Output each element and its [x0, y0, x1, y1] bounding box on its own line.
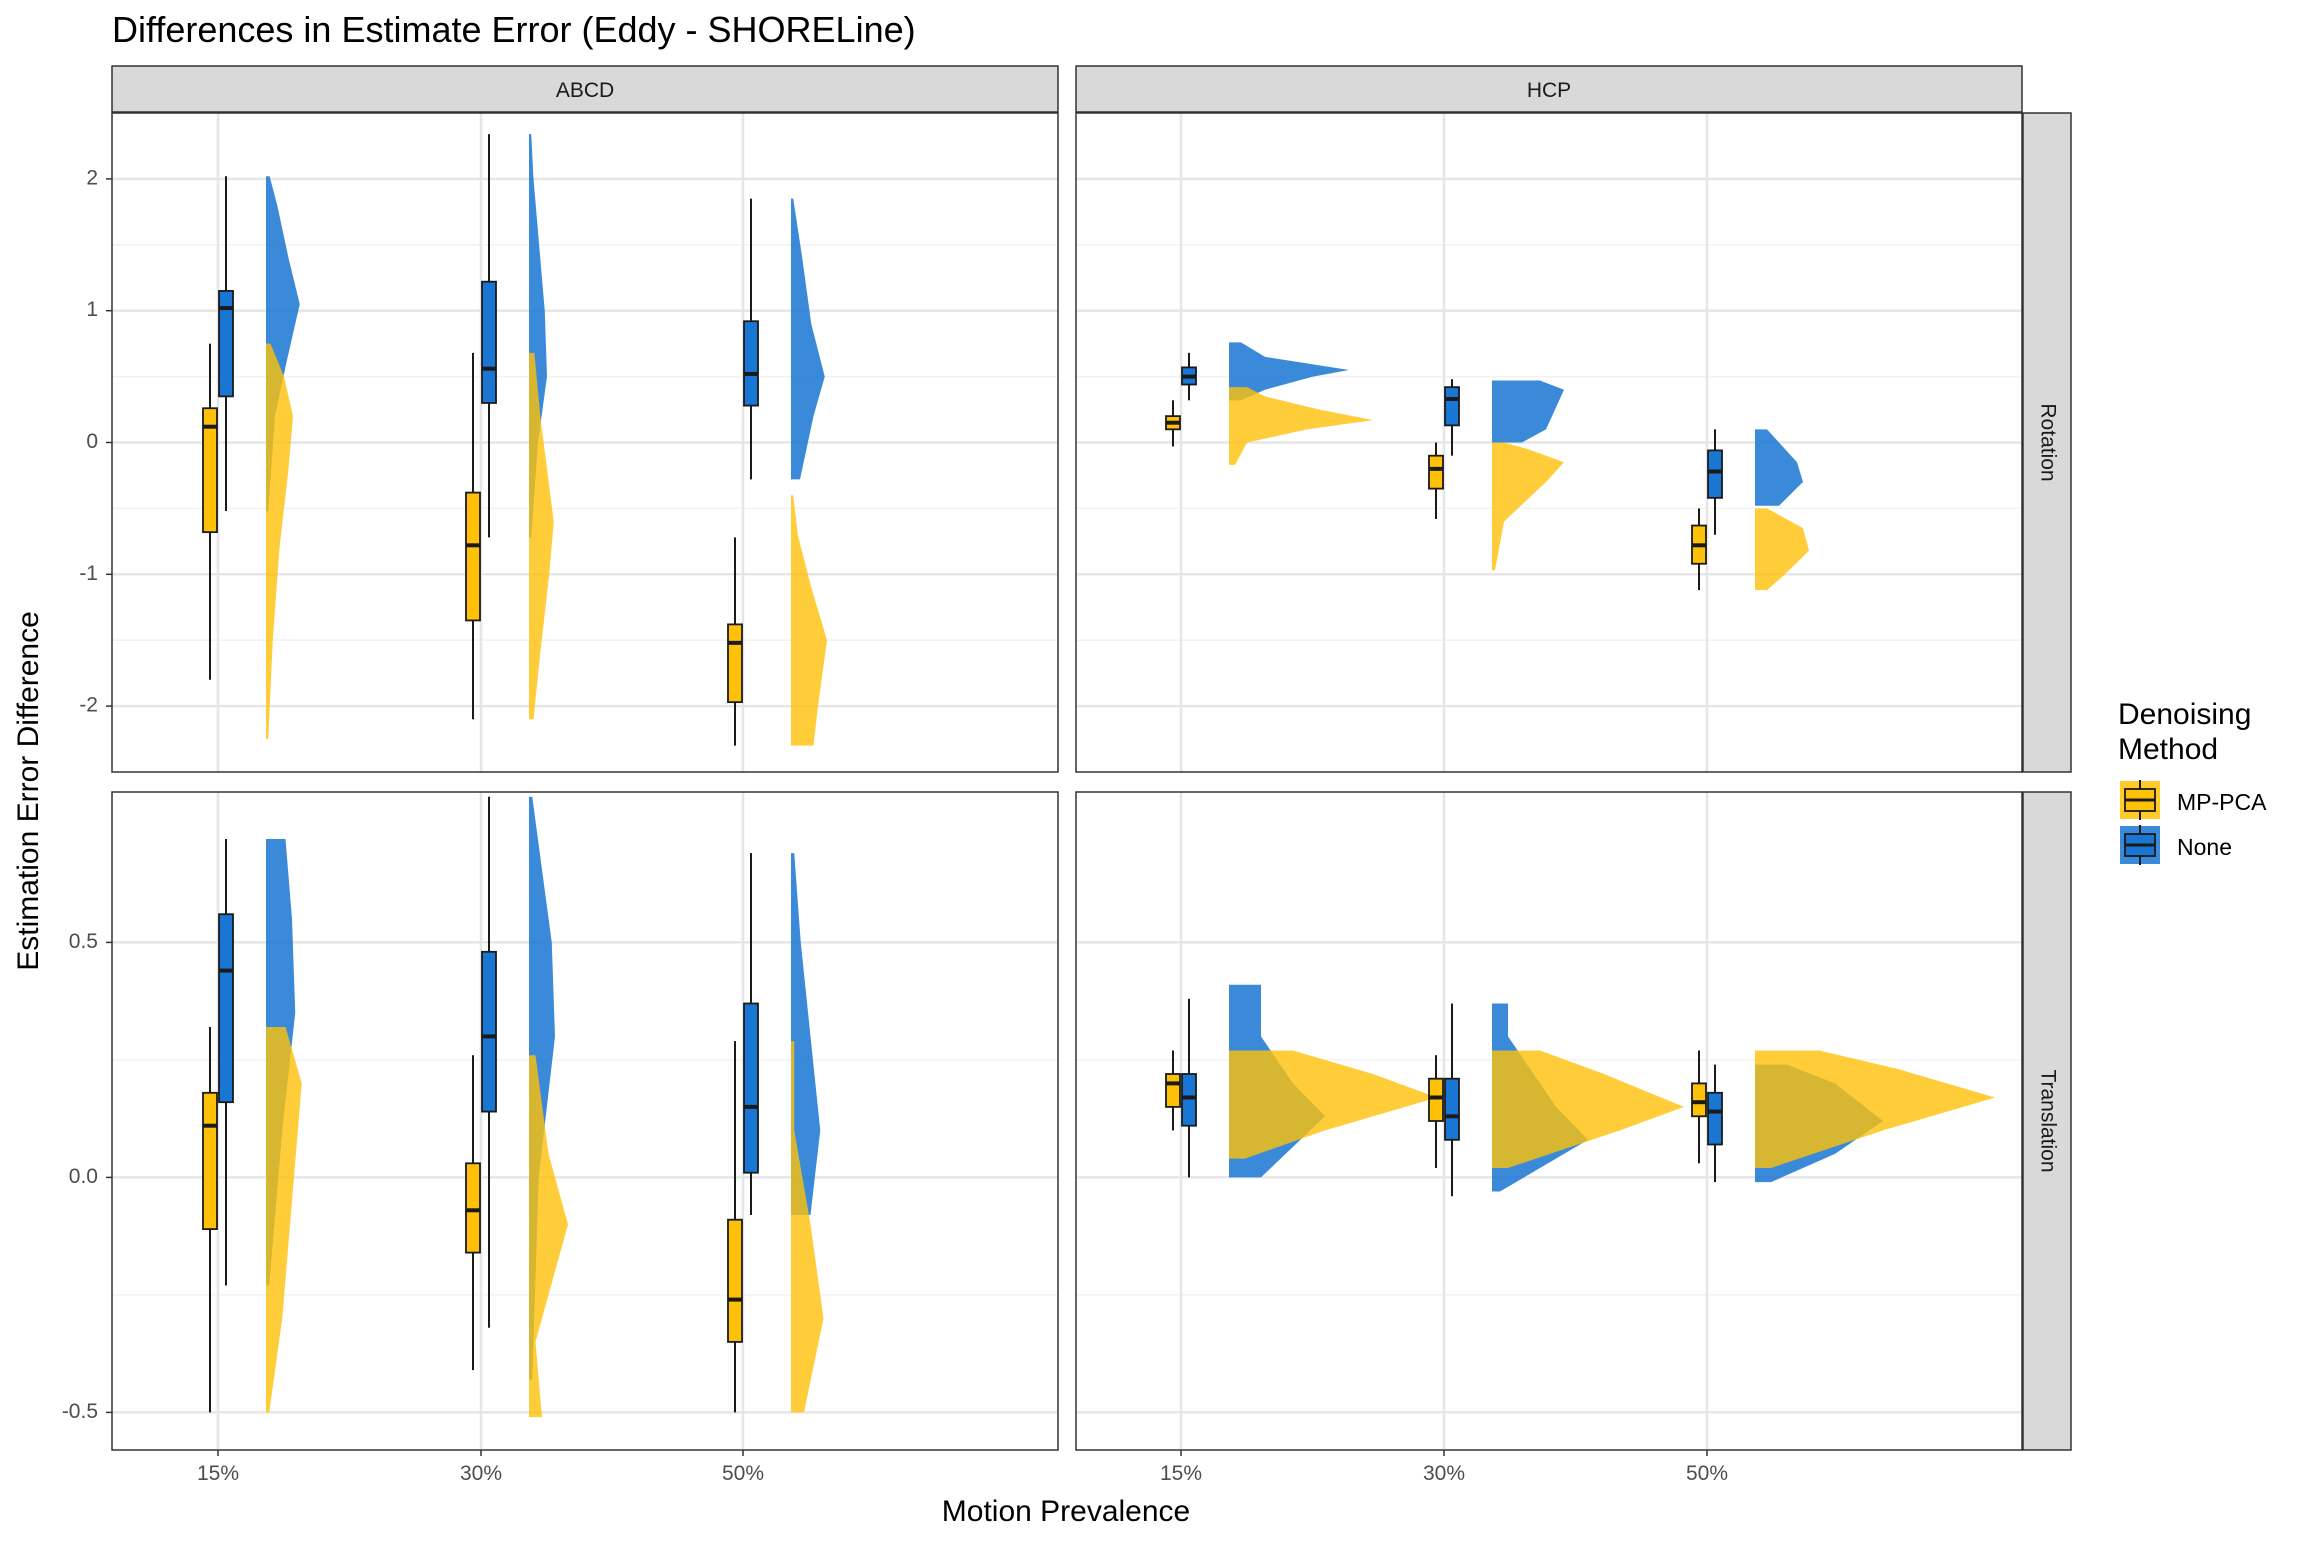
- facet-strip-abcd: [111, 65, 1059, 113]
- group-15: [1165, 984, 1437, 1178]
- group-15: [202, 176, 300, 740]
- panel-border: [111, 791, 1059, 1451]
- facet-strip-translation: [2022, 791, 2072, 1451]
- box-none: [743, 320, 759, 407]
- panels-layer: ABCD HCP Rotation Translation 2 1 0 -1 -2 0.5 0.0 -…: [62, 65, 2072, 1485]
- y-tick-label: 0.0: [69, 1165, 98, 1188]
- legend-title-line1: Denoising: [2118, 698, 2251, 731]
- box-none: [218, 290, 234, 398]
- violin-mppca: [1755, 508, 1809, 591]
- box-mppca: [465, 1162, 481, 1254]
- violin-none: [266, 176, 300, 512]
- y-tick-label: 0: [86, 430, 98, 453]
- group-50: [727, 853, 824, 1413]
- x-tick-label: 50%: [722, 1462, 764, 1485]
- violin-mppca: [266, 1027, 302, 1413]
- box-mppca: [727, 623, 743, 704]
- violin-none: [1229, 342, 1349, 401]
- violin-mppca: [266, 343, 293, 740]
- violin-mppca: [1229, 387, 1373, 465]
- violin-mppca: [1755, 1050, 1995, 1168]
- legend-label-none: None: [2177, 834, 2232, 860]
- violin-mppca: [529, 352, 554, 720]
- violin-mppca: [1229, 1050, 1437, 1159]
- panel-border: [111, 112, 1059, 773]
- panel-border: [1075, 112, 2023, 773]
- panel-hcp-translation: 15% 30% 50%: [1075, 791, 2023, 1485]
- box-none: [481, 950, 497, 1113]
- violin-none: [791, 198, 825, 480]
- violin-mppca: [1492, 1050, 1684, 1168]
- y-tick-label: -2: [79, 694, 98, 717]
- box-mppca: [1428, 1077, 1444, 1122]
- y-tick-label: -1: [79, 562, 98, 585]
- panel-hcp-rotation: [1075, 112, 2023, 773]
- violin-none: [791, 853, 821, 1215]
- legend-key-none: [2120, 825, 2160, 865]
- x-tick-label: 50%: [1686, 1462, 1728, 1485]
- box-mppca: [1165, 1073, 1181, 1108]
- legend-key-mp-pca: [2120, 780, 2160, 820]
- box-none: [743, 1002, 759, 1174]
- violin-none: [1755, 429, 1803, 506]
- violin-mppca: [529, 1055, 568, 1418]
- x-tick-label: 15%: [1160, 1462, 1202, 1485]
- panel-border: [1075, 791, 2023, 1451]
- group-50: [727, 198, 827, 746]
- box-mppca: [465, 491, 481, 622]
- y-tick-label: -0.5: [62, 1400, 98, 1423]
- violin-mppca: [791, 495, 827, 746]
- facet-strip-label-abcd: ABCD: [556, 79, 614, 102]
- x-tick-label: 30%: [1423, 1462, 1465, 1485]
- group-30: [465, 134, 554, 720]
- box-none: [1707, 1091, 1723, 1146]
- legend-keys: [2120, 780, 2160, 865]
- box-mppca: [1428, 454, 1444, 490]
- facet-strip-label-rotation: Rotation: [2036, 403, 2059, 481]
- panel-abcd-translation: 0.5 0.0 -0.5 15% 30% 50%: [62, 791, 1059, 1485]
- panel-background: [112, 792, 1058, 1450]
- x-tick-label: 15%: [197, 1462, 239, 1485]
- box-mppca: [202, 1091, 218, 1231]
- facet-strip-label-translation: Translation: [2036, 1069, 2059, 1172]
- box-none: [481, 280, 497, 404]
- group-30: [1428, 379, 1564, 571]
- y-tick-label: 2: [86, 166, 98, 189]
- violin-none: [1492, 380, 1564, 443]
- box-none: [1444, 386, 1460, 427]
- y-tick-label: 1: [86, 298, 98, 321]
- box-none: [218, 913, 234, 1104]
- legend-label-mppca: MP-PCA: [2177, 789, 2267, 815]
- group-50: [1691, 429, 1809, 591]
- violin-mppca: [791, 1041, 824, 1413]
- legend-title-line2: Method: [2118, 733, 2218, 766]
- box-none: [1707, 449, 1723, 499]
- facet-strip-hcp: [1075, 65, 2023, 113]
- y-tick-label: 0.5: [69, 930, 98, 953]
- group-50: [1691, 1050, 1995, 1183]
- y-axis-title: Estimation Error Difference: [12, 611, 45, 971]
- box-mppca: [202, 407, 218, 534]
- group-15: [202, 839, 302, 1413]
- group-30: [465, 796, 568, 1418]
- x-axis-title: Motion Prevalence: [942, 1495, 1190, 1528]
- facet-strip-rotation: [2022, 112, 2072, 773]
- box-mppca: [727, 1218, 743, 1343]
- facet-strip-label-hcp: HCP: [1527, 79, 1571, 102]
- legend: Denoising Method MP-PCA None: [2118, 698, 2267, 865]
- chart-title: Differences in Estimate Error (Eddy - SH…: [112, 9, 916, 50]
- x-tick-label: 30%: [460, 1462, 502, 1485]
- panel-abcd-rotation: 2 1 0 -1 -2: [79, 112, 1059, 773]
- box-mppca: [1691, 1082, 1707, 1118]
- box-none: [1181, 1073, 1197, 1127]
- group-15: [1165, 342, 1373, 465]
- box-none: [1444, 1077, 1460, 1141]
- group-30: [1428, 1003, 1684, 1197]
- violin-mppca: [1492, 442, 1564, 571]
